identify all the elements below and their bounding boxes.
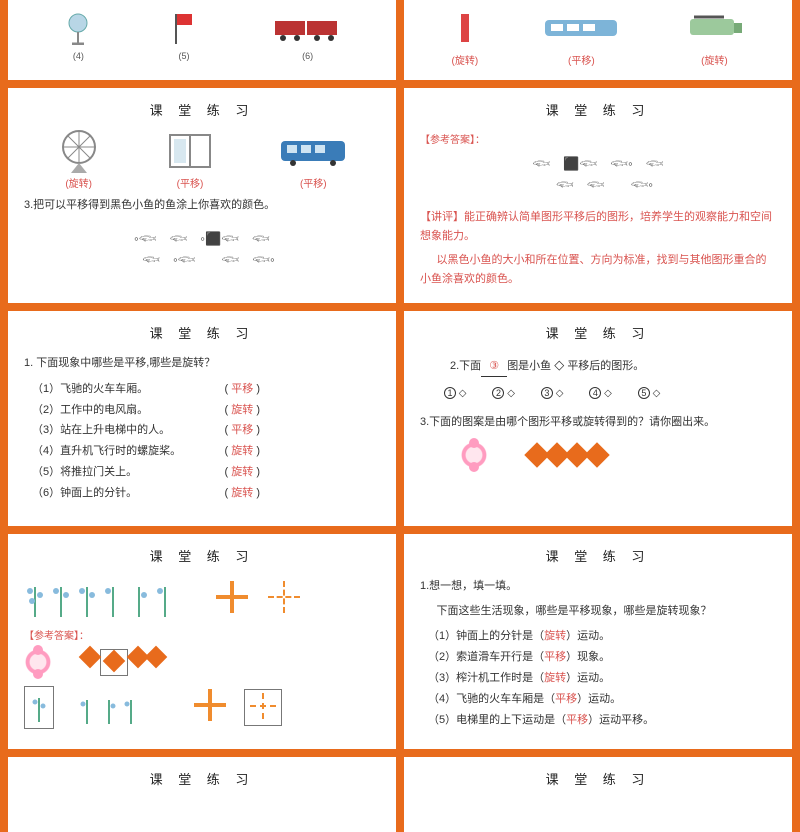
icon-train: (6) bbox=[273, 8, 343, 61]
q1-list: （1）飞驰的火车车厢。( 平移 ) （2）工作中的电风扇。( 旋转 ) （3）站… bbox=[32, 379, 380, 504]
answer-label: 【参考答案】： bbox=[420, 131, 776, 146]
q3-text: 3.把可以平移得到黑色小鱼的鱼涂上你喜欢的颜色。 bbox=[24, 196, 380, 215]
slide-7: 课 堂 练 习 【参考答案】： bbox=[8, 534, 396, 749]
slide-bottom-left: 课 堂 练 习 bbox=[8, 757, 396, 832]
slide-top-left: (4) (5) (6) bbox=[8, 0, 396, 80]
fish-group-2: 𓆟 ⬛𓆟 𓆟◦ 𓆟 𓆟 𓆟 𓆟◦ bbox=[420, 146, 776, 200]
flower-icon-2 bbox=[24, 648, 52, 676]
slide-4: 课 堂 练 习 【参考答案】： 𓆟 ⬛𓆟 𓆟◦ 𓆟 𓆟 𓆟 𓆟◦ 【讲评】能正确… bbox=[404, 88, 792, 303]
flower-icon bbox=[460, 441, 488, 469]
plants bbox=[24, 577, 176, 617]
label-4: (4) bbox=[61, 51, 95, 61]
label-5: (5) bbox=[170, 51, 198, 61]
slide-5: 课 堂 练 习 1. 下面现象中哪些是平移,哪些是旋转？ （1）飞驰的火车车厢。… bbox=[8, 311, 396, 526]
label-6: (6) bbox=[273, 51, 343, 61]
slide-title: 课 堂 练 习 bbox=[24, 100, 380, 119]
slide-8: 课 堂 练 习 1.想一想，填一填。 下面这些生活现象，哪些是平移现象，哪些是旋… bbox=[404, 534, 792, 749]
slide-3: 课 堂 练 习 (旋转) (平移) (平移) 3.把可以平移得到黑色小鱼的鱼涂上… bbox=[8, 88, 396, 303]
fish-group: ◦𓆟 𓆟 ◦⬛𓆟 𓆟 𓆟 ◦𓆟 𓆟 𓆟◦ bbox=[24, 221, 380, 275]
slide-6: 课 堂 练 习 2.下面③图是小鱼 ◇ 平移后的图形。 1 ◇ 2 ◇ 3 ◇ … bbox=[404, 311, 792, 526]
options: 1 ◇ 2 ◇ 3 ◇ 4 ◇ 5 ◇ bbox=[444, 387, 776, 399]
slide-top-right: (旋转) (平移) (旋转) bbox=[404, 0, 792, 80]
slide-bottom-right: 课 堂 练 习 bbox=[404, 757, 792, 832]
icon-flag: (5) bbox=[170, 8, 198, 61]
diamond-row bbox=[528, 446, 606, 464]
icon-fan: (4) bbox=[61, 8, 95, 61]
